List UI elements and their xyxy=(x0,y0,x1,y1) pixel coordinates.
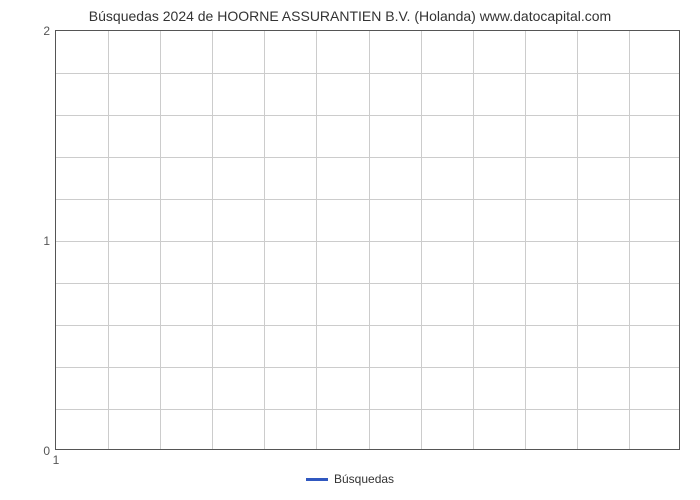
chart-legend: Búsquedas xyxy=(306,472,394,486)
gridline-vertical xyxy=(421,31,422,449)
x-tick-label: 1 xyxy=(53,453,60,467)
gridline-horizontal xyxy=(56,283,679,284)
gridline-vertical xyxy=(108,31,109,449)
gridline-horizontal xyxy=(56,325,679,326)
y-tick-label: 0 xyxy=(43,444,50,458)
gridline-vertical xyxy=(577,31,578,449)
chart-title: Búsquedas 2024 de HOORNE ASSURANTIEN B.V… xyxy=(0,8,700,24)
gridline-vertical xyxy=(316,31,317,449)
gridline-vertical xyxy=(160,31,161,449)
gridline-horizontal xyxy=(56,73,679,74)
gridline-horizontal xyxy=(56,241,679,242)
gridline-vertical xyxy=(212,31,213,449)
gridline-horizontal xyxy=(56,115,679,116)
chart-plot-area: 0121 xyxy=(55,30,680,450)
legend-label: Búsquedas xyxy=(334,472,394,486)
gridline-vertical xyxy=(264,31,265,449)
gridline-horizontal xyxy=(56,367,679,368)
gridline-horizontal xyxy=(56,199,679,200)
gridline-vertical xyxy=(369,31,370,449)
legend-swatch xyxy=(306,478,328,481)
y-tick-label: 1 xyxy=(43,234,50,248)
gridline-horizontal xyxy=(56,409,679,410)
gridline-vertical xyxy=(629,31,630,449)
gridline-vertical xyxy=(525,31,526,449)
gridline-vertical xyxy=(473,31,474,449)
y-tick-label: 2 xyxy=(43,24,50,38)
gridline-horizontal xyxy=(56,157,679,158)
